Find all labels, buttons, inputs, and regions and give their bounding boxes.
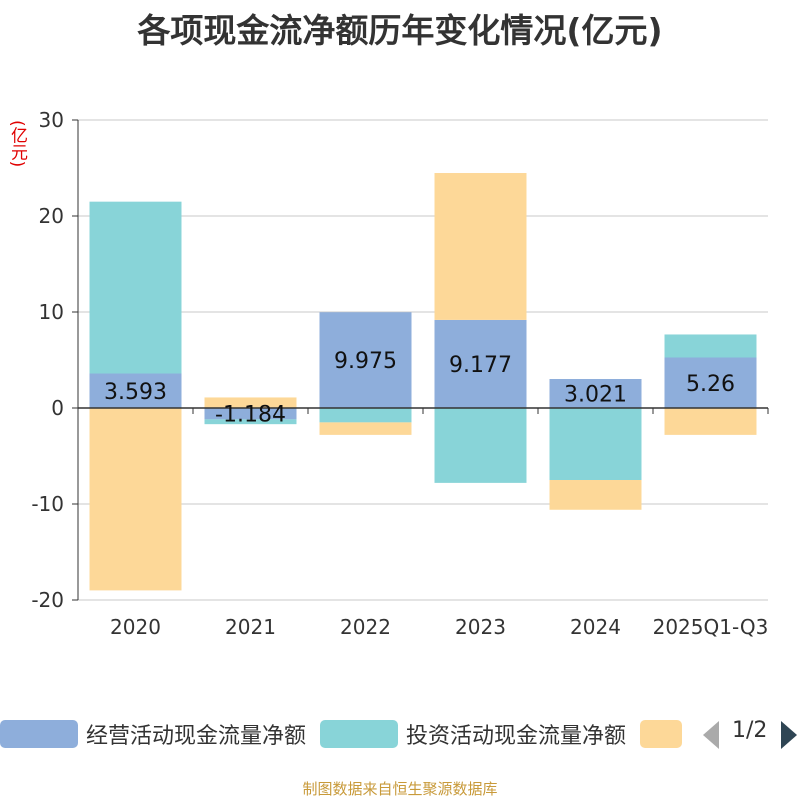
x-tick-label: 2021	[225, 615, 276, 639]
data-label: -1.184	[215, 403, 286, 428]
y-tick-label: 0	[51, 396, 64, 420]
x-tick-label: 2022	[340, 615, 391, 639]
bar-financing-2025Q1-Q3	[664, 408, 757, 435]
y-tick-label: -20	[31, 588, 64, 612]
bar-investing-2025Q1-Q3	[664, 334, 757, 358]
bar-investing-2024	[549, 408, 642, 480]
bar-financing-2020	[89, 408, 182, 591]
x-tick-label: 2023	[455, 615, 506, 639]
cashflow-chart: 30 20 10 0 -10 -20 3.593 -1.184 9.975 9.177 3.021 5…	[31, 108, 769, 639]
legend-swatch-operating[interactable]	[0, 720, 78, 748]
bar-operating-2025Q1-Q3	[664, 357, 757, 408]
bar-financing-2023	[434, 173, 527, 320]
data-label: 3.593	[104, 380, 167, 405]
legend-label-operating[interactable]: 经营活动现金流量净额	[86, 724, 307, 749]
chart-title: 各项现金流净额历年变化情况(亿元)	[137, 11, 663, 50]
bar-financing-2024	[549, 480, 642, 510]
bar-operating-2024	[549, 378, 642, 408]
bar-investing-2022	[319, 408, 412, 423]
legend: 经营活动现金流量净额 投资活动现金流量净额 1/2	[0, 716, 800, 752]
x-tick-label: 2024	[570, 615, 621, 639]
legend-next-icon[interactable]	[781, 721, 797, 749]
y-tick-label: 20	[39, 204, 64, 228]
y-axis-unit: (亿元)	[7, 120, 27, 168]
data-source-footer: 制图数据来自恒生聚源数据库	[302, 780, 498, 798]
legend-label-investing[interactable]: 投资活动现金流量净额	[406, 724, 627, 749]
bar-operating-2021	[204, 408, 297, 420]
bar-financing-2022	[319, 422, 412, 435]
legend-swatch-financing[interactable]	[640, 720, 682, 748]
y-tick-label: 30	[39, 108, 64, 132]
x-tick-label: 2025Q1-Q3	[653, 615, 769, 639]
y-tick-label: -10	[31, 492, 64, 516]
y-tick-label: 10	[39, 300, 64, 324]
bar-financing-2021	[204, 397, 297, 408]
legend-prev-icon[interactable]	[703, 721, 719, 749]
data-label: 9.177	[449, 353, 512, 378]
data-label: 3.021	[564, 382, 627, 407]
bar-investing-2023	[434, 408, 527, 483]
bar-operating-2020	[89, 373, 182, 408]
bar-investing-2021	[204, 419, 297, 425]
legend-swatch-investing[interactable]	[320, 720, 398, 748]
bar-operating-2022	[319, 312, 412, 408]
data-label: 5.26	[686, 372, 735, 397]
bar-operating-2023	[434, 319, 527, 408]
x-tick-label: 2020	[110, 615, 161, 639]
data-label: 9.975	[334, 349, 397, 374]
bar-investing-2020	[89, 201, 182, 374]
legend-pager: 1/2	[732, 718, 768, 743]
